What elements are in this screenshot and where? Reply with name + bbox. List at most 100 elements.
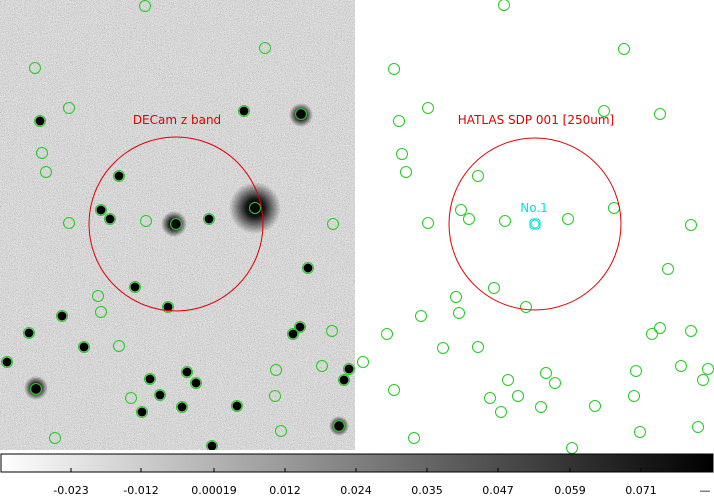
star-core (204, 214, 214, 224)
star-marker (95, 306, 107, 318)
star-marker (259, 42, 271, 54)
catalog-marker (502, 374, 514, 386)
star-marker (125, 392, 137, 404)
right-panel-hatlas: HATLAS SDP 001 [250um] No.1 (355, 0, 714, 454)
catalog-markers (357, 0, 714, 454)
catalog-marker (488, 282, 500, 294)
colorbar-ticks: -0.023 -0.012 0.00019 0.012 0.024 0.035 0.047 0… (53, 468, 657, 497)
star-marker (326, 325, 338, 337)
catalog-marker (540, 367, 552, 379)
star-marker (49, 432, 61, 444)
star-core (155, 390, 165, 400)
catalog-marker (408, 432, 420, 444)
catalog-marker (484, 392, 496, 404)
catalog-marker (415, 310, 427, 322)
catalog-marker (388, 384, 400, 396)
catalog-marker (463, 213, 475, 225)
star-marker (162, 301, 174, 313)
star-core (96, 205, 106, 215)
star-marker (338, 374, 350, 386)
star-core (163, 302, 173, 312)
catalog-marker (628, 390, 640, 402)
star-core (145, 374, 155, 384)
catalog-marker (562, 213, 574, 225)
star-marker (92, 290, 104, 302)
colorbar-tick-label: 0.00019 (191, 484, 237, 497)
catalog-marker (618, 43, 630, 55)
star-marker (231, 400, 243, 412)
star-marker (295, 108, 307, 120)
star-marker (113, 170, 125, 182)
catalog-marker (549, 377, 561, 389)
catalog-marker (520, 301, 532, 313)
star-marker (238, 105, 250, 117)
star-marker (176, 401, 188, 413)
star-marker (104, 213, 116, 225)
star-core (232, 401, 242, 411)
star-marker (269, 390, 281, 402)
star-marker (190, 377, 202, 389)
star-core (171, 219, 181, 229)
star-core (339, 375, 349, 385)
star-core (191, 378, 201, 388)
star-core (334, 421, 344, 431)
catalog-marker (697, 374, 709, 386)
colorbar-tick-label: 0.024 (340, 484, 372, 497)
star-marker (302, 262, 314, 274)
star-core (24, 328, 34, 338)
catalog-marker (393, 115, 405, 127)
star-marker (129, 281, 141, 293)
catalog-marker (646, 328, 658, 340)
catalog-marker (685, 219, 697, 231)
detected-stars (1, 0, 355, 450)
star-marker (316, 360, 328, 372)
source-no1-ring (530, 219, 540, 229)
catalog-marker (630, 365, 642, 377)
star-marker (275, 425, 287, 437)
star-core (295, 322, 305, 332)
catalog-marker (685, 325, 697, 337)
catalog-marker (396, 148, 408, 160)
star-marker (56, 310, 68, 322)
colorbar-gradient (0, 453, 714, 473)
catalog-marker (388, 63, 400, 75)
star-core (239, 106, 249, 116)
star-core (114, 171, 124, 181)
decam-band-label: DECam z band (133, 113, 221, 127)
catalog-marker (422, 102, 434, 114)
catalog-marker (598, 105, 610, 117)
star-marker (140, 215, 152, 227)
catalog-marker (400, 166, 412, 178)
star-core (177, 402, 187, 412)
catalog-marker (675, 360, 687, 372)
star-marker (144, 373, 156, 385)
star-core (31, 384, 41, 394)
hatlas-beam-circle (448, 137, 622, 311)
star-core (288, 329, 298, 339)
catalog-marker (453, 307, 465, 319)
colorbar-tick-label: 0.012 (269, 484, 301, 497)
colorbar-tick-label: 0.071 (625, 484, 657, 497)
star-marker (270, 364, 282, 376)
star-marker (40, 166, 52, 178)
colorbar-tick-label: -0.023 (53, 484, 88, 497)
catalog-marker (498, 0, 510, 11)
star-marker (206, 440, 218, 450)
catalog-marker (357, 356, 369, 368)
catalog-marker (450, 291, 462, 303)
star-marker (154, 389, 166, 401)
star-marker (95, 204, 107, 216)
star-marker (63, 102, 75, 114)
left-panel-decam: DECam z band (0, 0, 355, 450)
star-marker (333, 420, 345, 432)
star-core (207, 441, 217, 450)
star-core (303, 263, 313, 273)
star-marker (34, 115, 46, 127)
star-marker (249, 202, 261, 214)
star-marker (170, 218, 182, 230)
star-marker (343, 363, 355, 375)
catalog-marker (499, 215, 511, 227)
star-marker (23, 327, 35, 339)
catalog-marker (472, 170, 484, 182)
